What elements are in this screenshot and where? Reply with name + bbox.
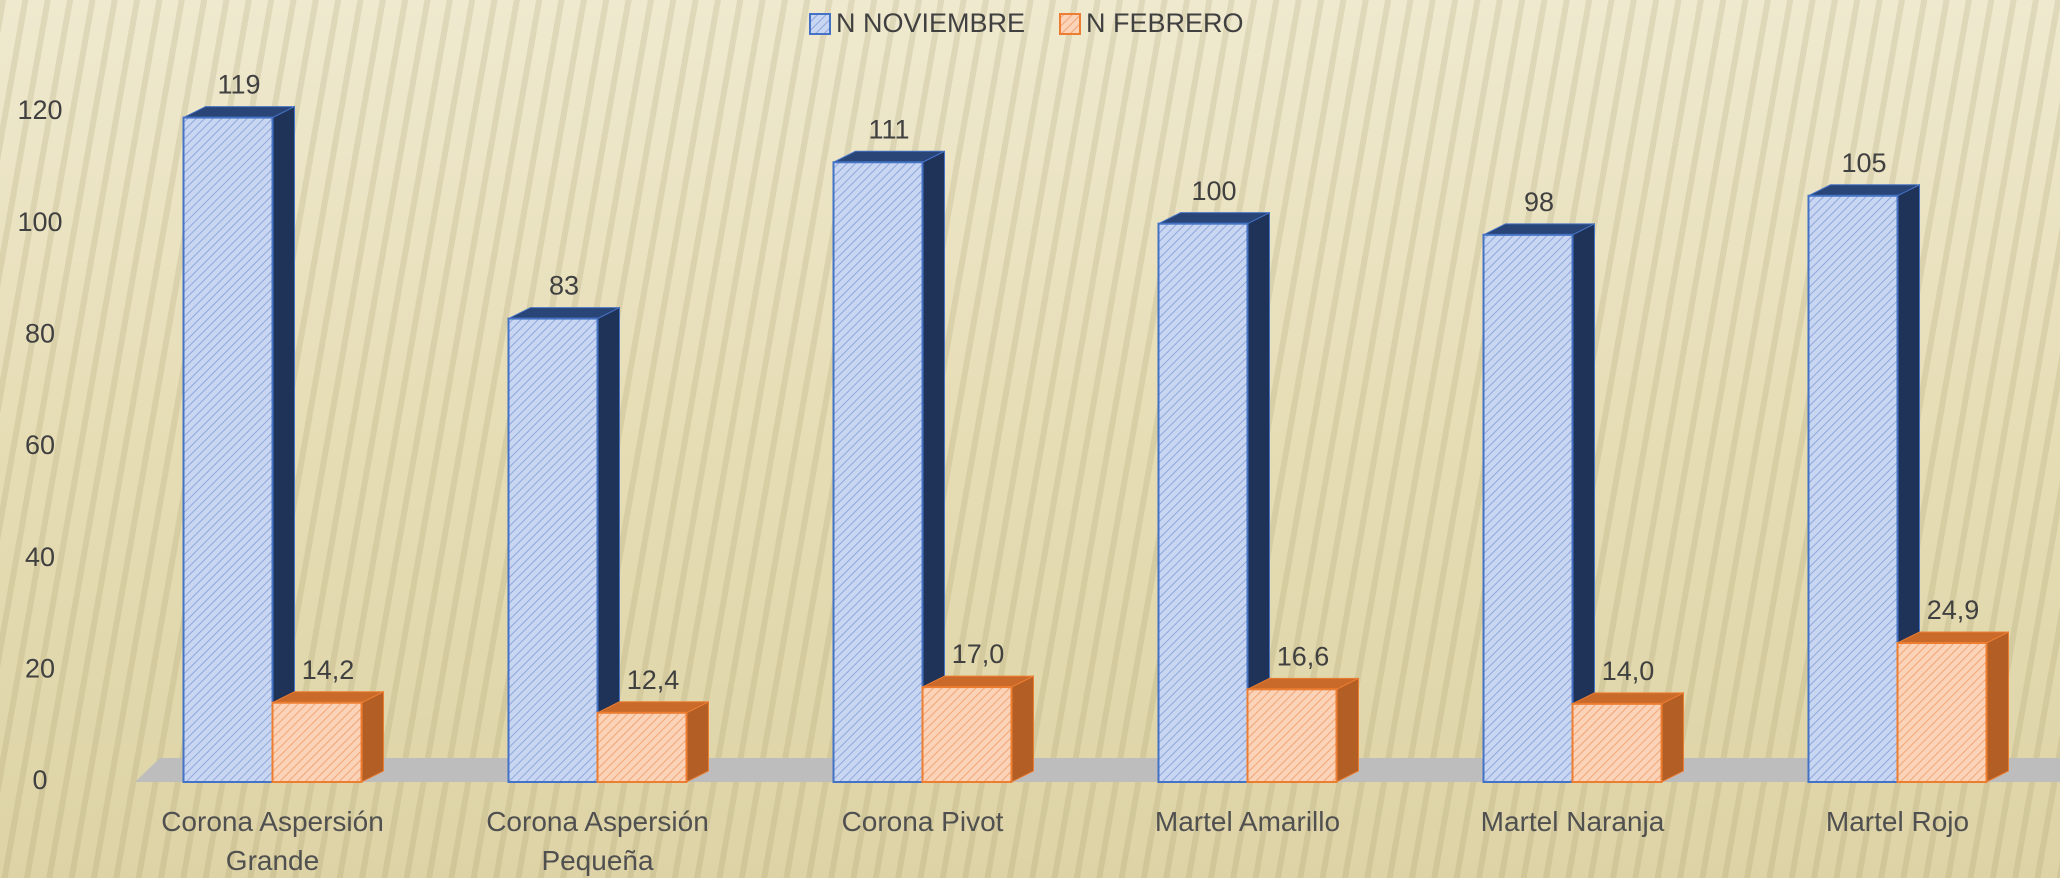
legend-swatch: [1059, 13, 1081, 35]
legend-label: N NOVIEMBRE: [836, 8, 1025, 38]
bar-side: [361, 690, 384, 783]
bar-side: [1336, 677, 1359, 783]
x-tick-label: Martel Rojo: [1825, 806, 1970, 837]
bar: [271, 701, 363, 784]
bar-side: [272, 105, 295, 783]
bar: [1571, 702, 1663, 783]
bar: [182, 116, 274, 784]
y-tick-label: 60: [25, 430, 55, 460]
data-label: 98: [1524, 187, 1554, 217]
floor: [135, 758, 2060, 782]
legend-swatch: [809, 13, 831, 35]
data-label: 14,0: [1602, 656, 1655, 686]
bar-side: [1011, 675, 1034, 783]
bar: [1482, 233, 1574, 784]
x-tick-label: Martel Naranja: [1480, 806, 1665, 837]
x-tick-label: Corona Aspersión Grande: [161, 806, 384, 877]
y-tick-label: 120: [17, 95, 62, 125]
bar: [1807, 194, 1899, 783]
y-tick-label: 100: [17, 207, 62, 237]
bar: [1157, 222, 1249, 783]
data-label: 16,6: [1277, 641, 1330, 671]
bar: [832, 161, 924, 783]
bar-side: [686, 700, 709, 783]
legend-label: N FEBRERO: [1086, 8, 1244, 38]
bar: [1246, 688, 1338, 783]
data-label: 83: [549, 271, 579, 301]
y-tick-label: 20: [25, 653, 55, 683]
y-tick-label: 40: [25, 542, 55, 572]
data-label: 105: [1841, 148, 1886, 178]
data-label: 14,2: [302, 655, 355, 685]
y-tick-label: 0: [32, 765, 47, 795]
x-tick-label: Martel Amarillo: [1154, 806, 1341, 837]
bar: [1896, 641, 1988, 783]
bar: [921, 686, 1013, 783]
bar-side: [1986, 631, 2009, 783]
x-tick-label: Corona Aspersión Pequeña: [486, 806, 709, 877]
data-label: 12,4: [627, 665, 680, 695]
data-label: 119: [217, 70, 260, 100]
data-label: 17,0: [952, 639, 1005, 669]
bar: [596, 711, 688, 783]
data-label: 24,9: [1927, 595, 1980, 625]
data-label: 111: [868, 114, 909, 144]
bar: [507, 317, 599, 783]
data-label: 100: [1191, 176, 1236, 206]
x-tick-label: Corona Pivot: [841, 806, 1004, 837]
y-tick-label: 80: [25, 318, 55, 348]
bar-side: [1661, 692, 1684, 783]
